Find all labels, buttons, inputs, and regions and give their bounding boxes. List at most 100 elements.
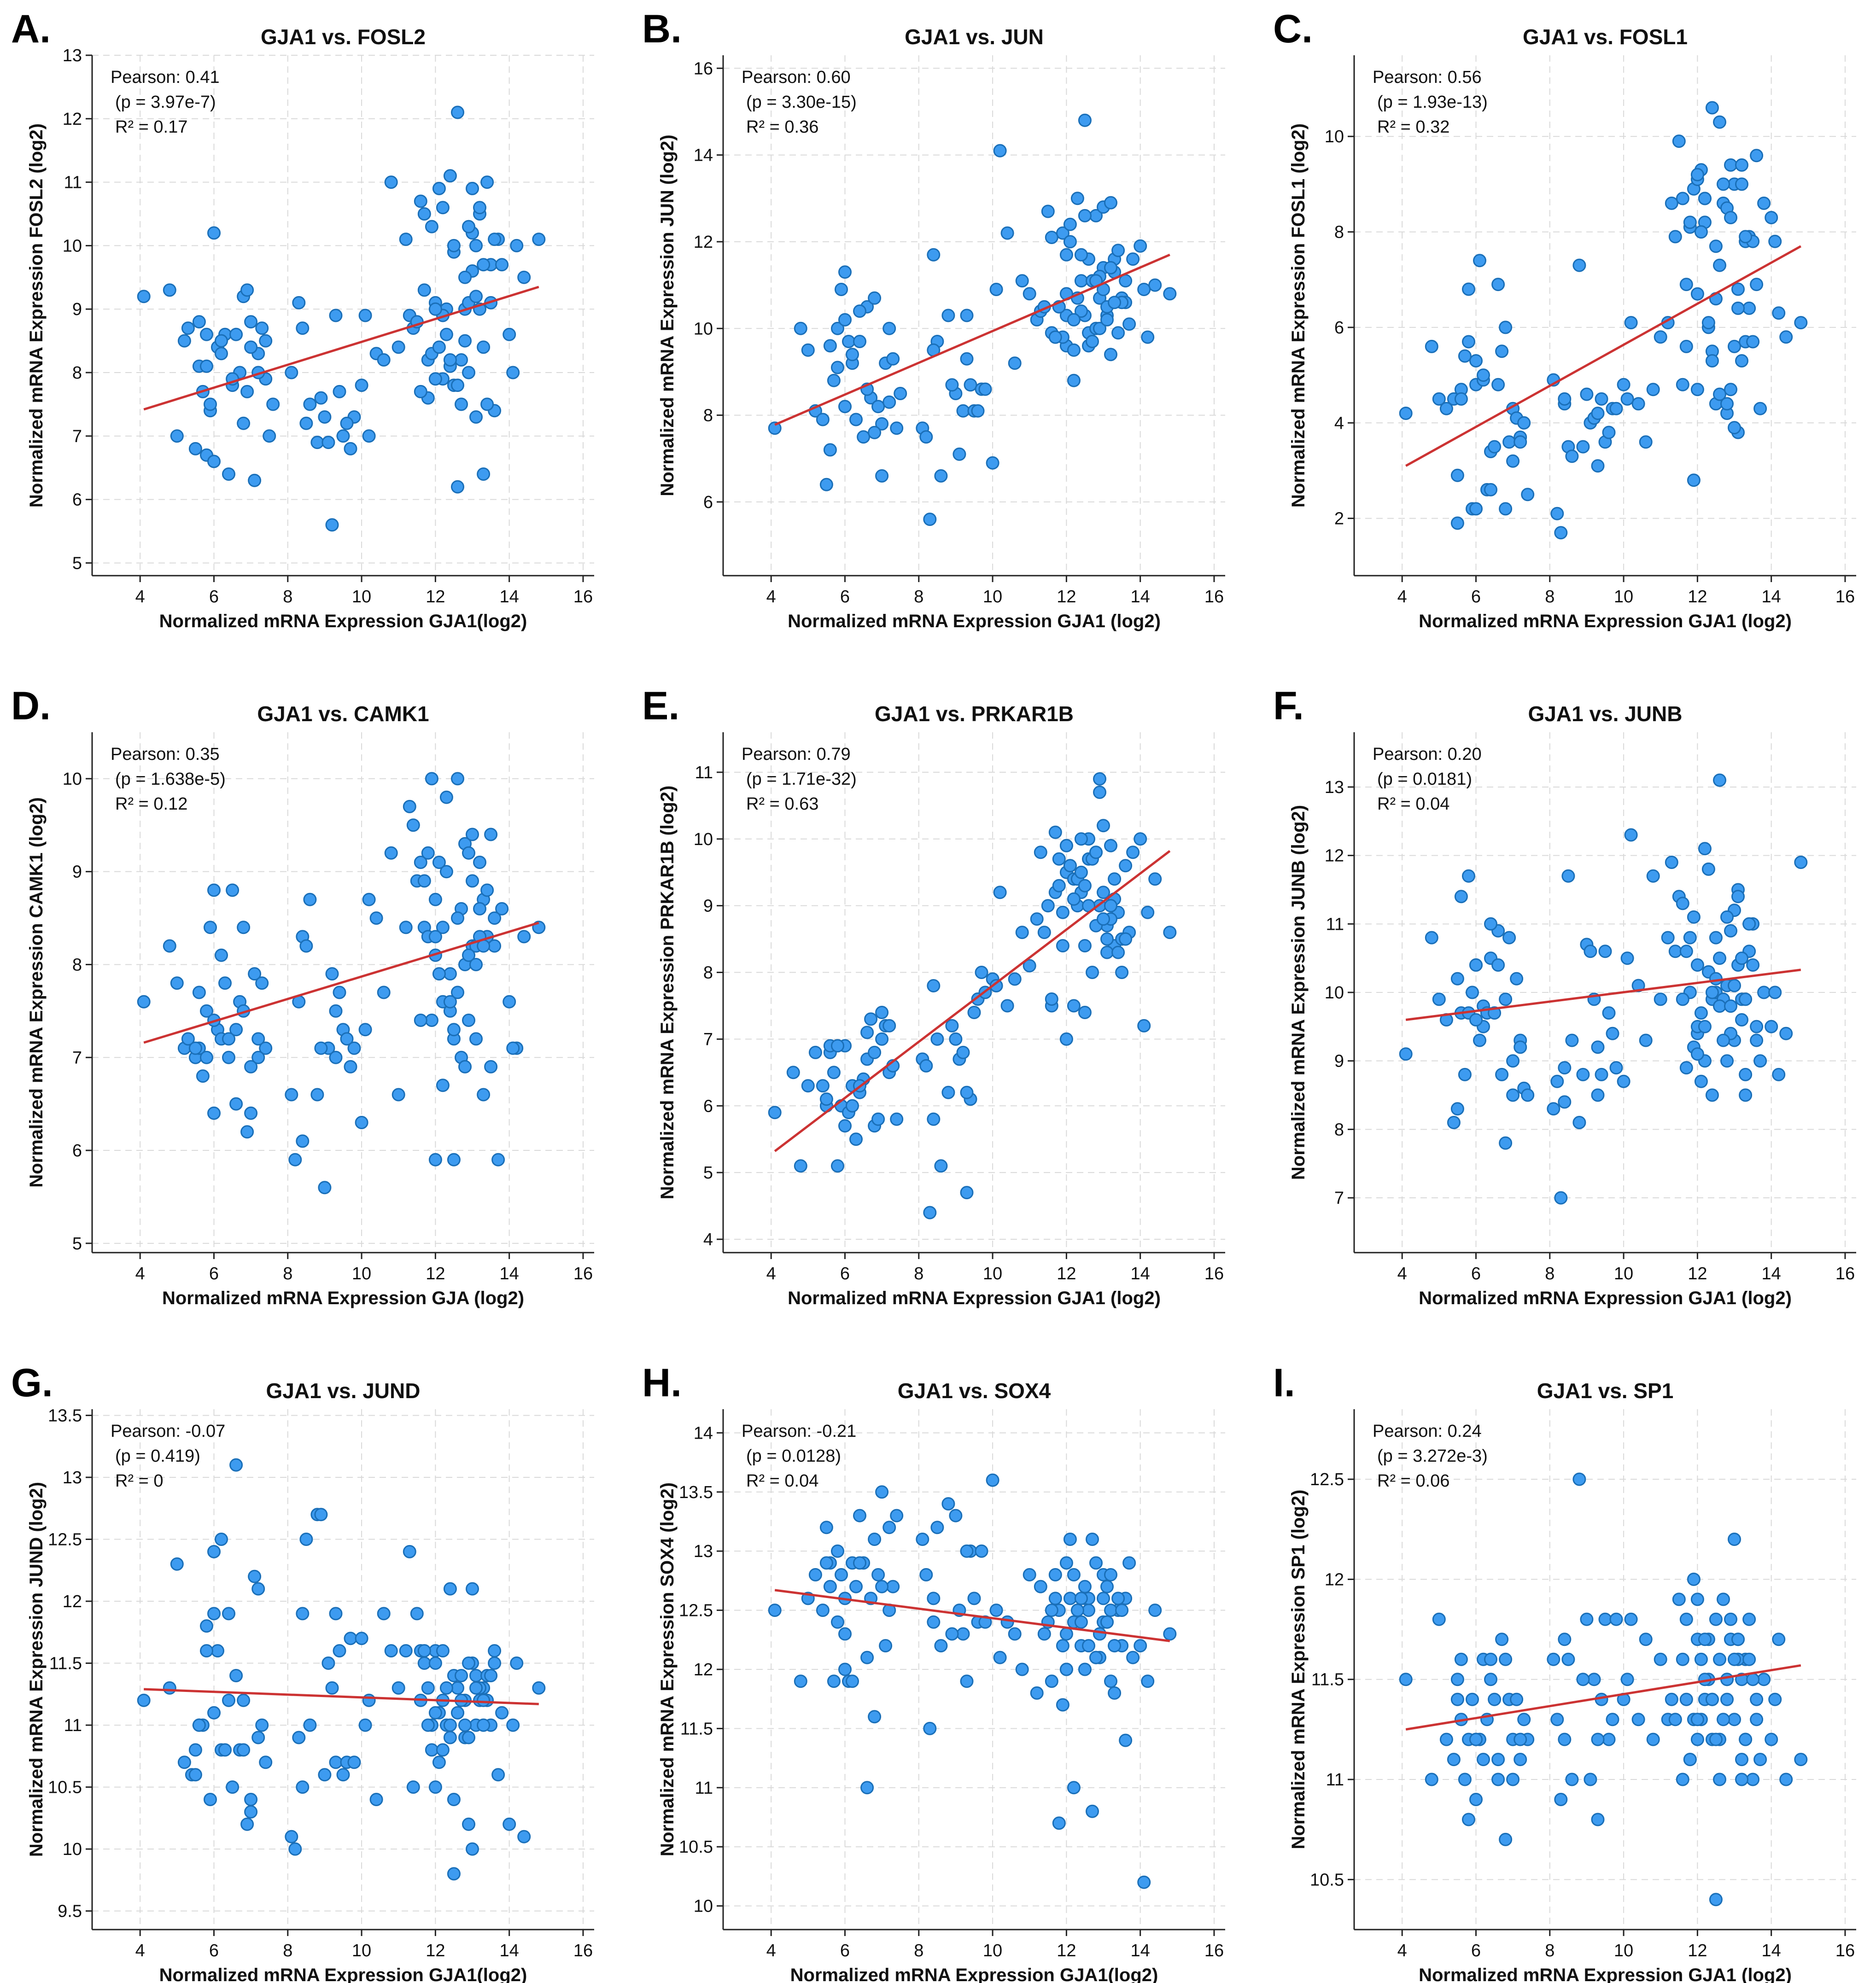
y-tick-label: 10 <box>1325 127 1344 146</box>
data-point <box>1163 926 1177 939</box>
data-point <box>1514 1732 1527 1746</box>
data-point <box>207 1706 221 1720</box>
data-point <box>211 1644 224 1658</box>
data-point <box>222 1693 235 1707</box>
data-point <box>200 359 213 373</box>
data-point <box>853 335 866 348</box>
data-point <box>945 1627 959 1641</box>
y-tick-label: 12.5 <box>1310 1470 1344 1489</box>
data-point <box>1735 951 1748 965</box>
data-point <box>218 1743 232 1757</box>
data-point <box>1779 1026 1793 1040</box>
x-tick-label: 8 <box>1545 1941 1555 1960</box>
y-tick-label: 9 <box>703 897 713 916</box>
y-tick-label: 8 <box>72 363 82 383</box>
data-point <box>1609 1612 1623 1626</box>
data-point <box>1690 1732 1704 1746</box>
data-point <box>229 327 243 341</box>
data-point <box>329 309 343 322</box>
data-point <box>978 382 992 396</box>
data-point <box>941 1497 955 1511</box>
data-point <box>1399 1047 1413 1061</box>
data-point <box>466 828 479 841</box>
data-point <box>428 1153 442 1166</box>
regression-line <box>1405 245 1802 467</box>
data-point <box>1724 158 1737 172</box>
data-point <box>1713 999 1726 1013</box>
x-tick-label: 10 <box>983 587 1002 607</box>
y-tick-label: 6 <box>703 1096 713 1116</box>
data-point <box>443 967 457 981</box>
data-point <box>919 1568 933 1581</box>
data-point <box>1735 158 1748 172</box>
data-point <box>1148 278 1162 292</box>
data-point <box>960 1085 974 1099</box>
data-point <box>333 1644 346 1658</box>
y-axis-label: Normalized mRNA Expression JUN (log2) <box>657 134 678 496</box>
data-point <box>960 352 974 366</box>
y-tick-label: 12 <box>63 110 82 129</box>
data-point <box>1779 1773 1793 1786</box>
data-point <box>960 1544 974 1558</box>
data-point <box>1676 992 1689 1006</box>
x-tick-label: 16 <box>573 1264 593 1283</box>
x-tick-label: 16 <box>1204 1941 1224 1960</box>
data-point <box>886 1580 900 1593</box>
data-point <box>1034 1580 1047 1593</box>
data-point <box>428 1656 442 1670</box>
y-axis-label: Normalized mRNA Expression FOSL1 (log2) <box>1288 123 1309 507</box>
data-point <box>1724 211 1737 224</box>
data-point <box>1591 1088 1605 1102</box>
data-point <box>340 1032 354 1046</box>
data-point <box>1458 1067 1472 1081</box>
x-tick-label: 4 <box>766 587 776 607</box>
data-point <box>1753 402 1767 415</box>
data-point <box>1561 869 1575 883</box>
panel-letter: I. <box>1273 1361 1295 1405</box>
data-point <box>517 930 531 944</box>
r-squared-value: R² = 0.12 <box>115 794 187 814</box>
data-point <box>1717 177 1730 191</box>
data-point <box>1617 378 1631 391</box>
data-point <box>248 1569 262 1583</box>
data-point <box>831 321 844 335</box>
data-point <box>1728 1652 1741 1666</box>
data-point <box>1672 134 1686 148</box>
data-point <box>1717 1592 1730 1606</box>
data-point <box>1074 1592 1088 1605</box>
y-tick-label: 13.5 <box>679 1483 713 1502</box>
data-point <box>1093 321 1106 335</box>
data-point <box>192 986 206 999</box>
data-point <box>170 976 184 990</box>
x-tick-label: 4 <box>766 1264 776 1283</box>
data-point <box>1724 999 1737 1013</box>
data-point <box>255 976 269 990</box>
data-point <box>1772 1067 1786 1081</box>
data-point <box>1484 483 1497 496</box>
data-point <box>200 327 213 341</box>
data-point <box>1059 1032 1073 1046</box>
data-point <box>473 201 486 215</box>
data-point <box>1587 1673 1601 1686</box>
x-tick-label: 14 <box>1762 587 1781 607</box>
data-point <box>831 1039 844 1053</box>
data-point <box>1591 1732 1605 1746</box>
y-tick-label: 13 <box>63 46 82 65</box>
data-point <box>1654 1652 1667 1666</box>
data-point <box>1731 890 1745 904</box>
data-point <box>1439 1732 1453 1746</box>
data-point <box>1466 1692 1479 1706</box>
data-point <box>945 1019 959 1032</box>
data-point <box>1683 1753 1697 1767</box>
data-point <box>425 220 438 233</box>
data-point <box>473 856 486 869</box>
r-squared-value: R² = 0.32 <box>1377 117 1449 137</box>
y-tick-label: 12 <box>694 233 713 252</box>
data-point <box>1572 258 1586 272</box>
x-tick-label: 10 <box>983 1941 1002 1960</box>
data-point <box>1045 992 1058 1006</box>
data-point <box>1731 1633 1745 1646</box>
data-point <box>1499 502 1513 516</box>
data-point <box>1595 1067 1608 1081</box>
data-point <box>406 1780 420 1794</box>
